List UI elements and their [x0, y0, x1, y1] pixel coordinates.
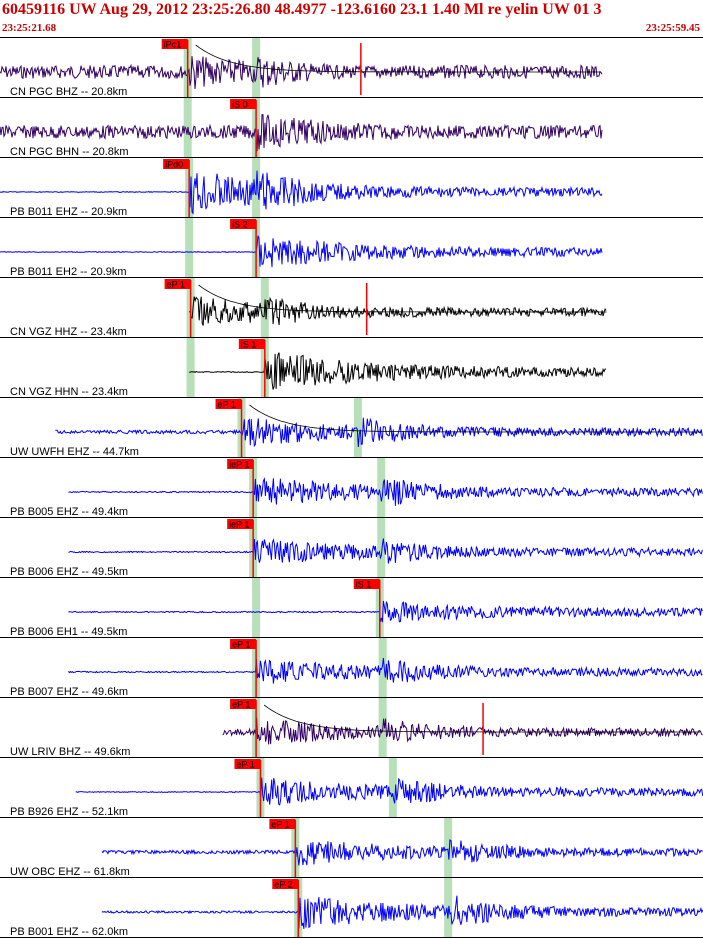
coda-curve [198, 284, 607, 313]
pick-flag [230, 699, 257, 709]
pick-flag [230, 639, 257, 649]
waveform [0, 56, 603, 89]
pick-window [388, 758, 397, 817]
waveform [68, 477, 703, 506]
trace-row: eP 1 PB B926 EHZ -- 52.1km [0, 757, 703, 818]
trace-row: iS 0 CN PGC BHN -- 20.8km [0, 97, 703, 158]
pick-flag [164, 279, 191, 289]
trace-row: eP 1 PB B007 EHZ -- 49.6km [0, 637, 703, 698]
start-time-label: 23:25:21.68 [2, 22, 57, 34]
station-label: CN PGC BHZ -- 20.8km [10, 86, 127, 98]
waveform [0, 170, 603, 215]
station-label: PB B926 EHZ -- 52.1km [10, 806, 128, 818]
waveform [0, 235, 603, 268]
pick-flag [238, 339, 265, 349]
station-label: UW LRIV BHZ -- 49.6km [10, 746, 130, 758]
trace-row: iS 2 PB B011 EH2 -- 20.9km [0, 217, 703, 278]
waveform [75, 777, 703, 806]
station-label: PB B005 EHZ -- 49.4km [10, 506, 128, 518]
trace-row: iPc1 CN PGC BHZ -- 20.8km [0, 37, 703, 98]
waveform [189, 296, 607, 326]
trace-row: eP 1 UW OBC EHZ -- 61.8km [0, 817, 703, 878]
waveform [101, 895, 703, 929]
station-label: CN PGC BHN -- 20.8km [10, 146, 129, 158]
pick-label: ieP 1 [229, 460, 249, 470]
pick-label: iS 1 [241, 340, 257, 350]
pick-label: eP 1 [218, 400, 236, 410]
station-label: PB B006 EH1 -- 49.5km [10, 626, 127, 638]
pick-window [377, 458, 386, 517]
pick-flag [215, 399, 242, 409]
trace-row: iS 1 PB B006 EH1 -- 49.5km [0, 577, 703, 638]
coda-curve [263, 704, 701, 733]
waveform [68, 657, 703, 684]
pick-flag [230, 99, 257, 109]
pick-label: iPc1 [164, 40, 182, 50]
waveform [55, 417, 703, 448]
waveform [68, 537, 703, 564]
pick-flag [163, 159, 190, 169]
pick-window [353, 398, 362, 457]
waveform [101, 839, 703, 866]
pick-window [185, 218, 194, 277]
station-label: PB B001 EHZ -- 62.0km [10, 926, 128, 938]
pick-window [444, 878, 453, 937]
waveform [222, 717, 703, 745]
pick-flag [272, 879, 299, 889]
waveform [0, 114, 603, 152]
pick-flag [353, 579, 380, 589]
trace-row: eP 1 UW UWFH EHZ -- 44.7km [0, 397, 703, 458]
pick-label: iS 1 [356, 580, 372, 590]
station-label: CN VGZ HHZ -- 23.4km [10, 326, 127, 338]
station-label: PB B011 EH2 -- 20.9km [10, 266, 127, 278]
trace-panel: iPc1 CN PGC BHZ -- 20.8km iS 0 CN PGC BHN -… [0, 37, 703, 938]
end-time-label: 23:25:59.45 [645, 22, 700, 34]
pick-label: ieP 1 [229, 520, 249, 530]
trace-row: iPd0 PB B011 EHZ -- 20.9km [0, 157, 703, 218]
trace-row: eP 2 PB B001 EHZ -- 62.0km [0, 877, 703, 938]
waveform [189, 352, 607, 390]
station-label: PB B006 EHZ -- 49.5km [10, 566, 128, 578]
pick-window [377, 518, 386, 577]
waveform [68, 600, 703, 623]
station-label: PB B007 EHZ -- 49.6km [10, 686, 128, 698]
pick-window [186, 338, 195, 397]
pick-label: eP 1 [271, 820, 289, 830]
pick-flag [227, 519, 254, 529]
trace-row: eP 1 CN VGZ HHZ -- 23.4km [0, 277, 703, 338]
pick-flag [227, 459, 254, 469]
station-label: PB B011 EHZ -- 20.9km [10, 206, 127, 218]
trace-row: eP 1 UW LRIV BHZ -- 49.6km [0, 697, 703, 758]
seismogram-header: 60459116 UW Aug 29, 2012 23:25:26.80 48.… [0, 0, 703, 37]
pick-flag [269, 819, 296, 829]
pick-label: eP 2 [274, 880, 292, 890]
pick-label: iS 0 [232, 100, 248, 110]
coda-curve [195, 44, 600, 73]
station-label: UW OBC EHZ -- 61.8km [10, 866, 130, 878]
pick-label: eP 1 [232, 700, 250, 710]
pick-label: iS 2 [232, 220, 248, 230]
pick-label: iPd0 [165, 160, 183, 170]
trace-row: ieP 1 PB B005 EHZ -- 49.4km [0, 457, 703, 518]
trace-row: iS 1 CN VGZ HHN -- 23.4km [0, 337, 703, 398]
pick-window [444, 818, 453, 877]
station-label: CN VGZ HHN -- 23.4km [10, 386, 128, 398]
station-label: UW UWFH EHZ -- 44.7km [10, 446, 139, 458]
pick-label: eP 1 [236, 760, 254, 770]
trace-row: ieP 1 PB B006 EHZ -- 49.5km [0, 517, 703, 578]
coda-curve [249, 404, 702, 433]
pick-label: eP 1 [167, 280, 185, 290]
pick-label: eP 1 [232, 640, 250, 650]
pick-flag [161, 39, 188, 49]
pick-window [252, 578, 261, 637]
pick-flag [234, 759, 261, 769]
pick-flag [230, 219, 257, 229]
pick-window [378, 638, 387, 697]
event-title: 60459116 UW Aug 29, 2012 23:25:26.80 48.… [2, 1, 602, 18]
